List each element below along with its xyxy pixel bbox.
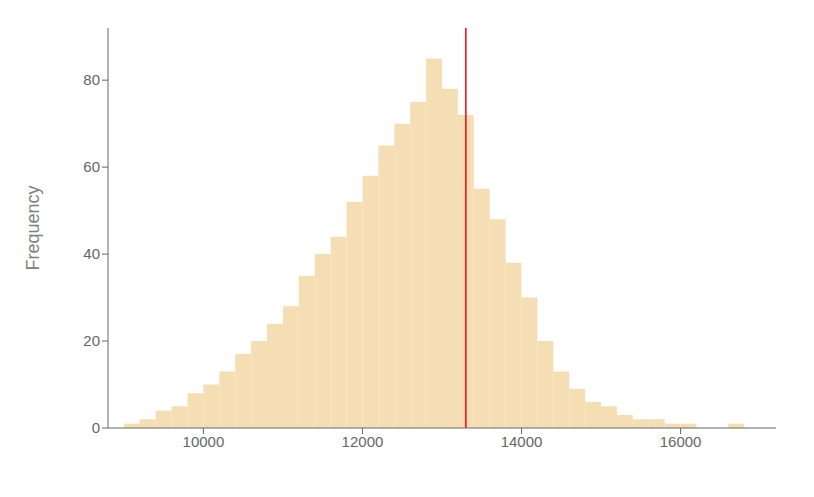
svg-text:40: 40 (83, 245, 100, 262)
svg-text:0: 0 (92, 419, 100, 436)
svg-text:10000: 10000 (183, 433, 225, 450)
svg-text:14000: 14000 (501, 433, 543, 450)
svg-text:60: 60 (83, 158, 100, 175)
svg-text:Frequency: Frequency (23, 185, 43, 270)
svg-text:12000: 12000 (342, 433, 384, 450)
svg-text:80: 80 (83, 71, 100, 88)
svg-text:16000: 16000 (660, 433, 702, 450)
svg-text:20: 20 (83, 332, 100, 349)
